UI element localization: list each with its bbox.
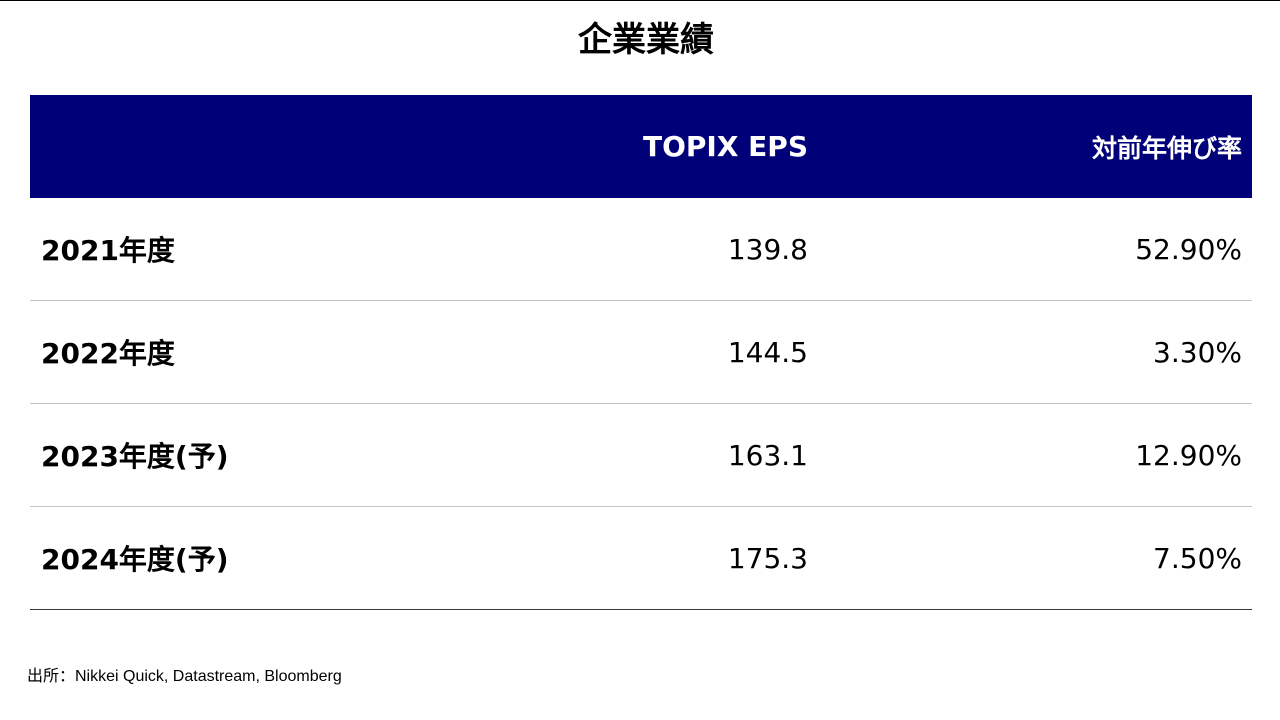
table-row: 2023年度(予) 163.1 12.90%: [30, 404, 1252, 507]
row-growth-value: 3.30%: [1153, 335, 1242, 369]
page-title: 企業業績: [578, 20, 714, 60]
row-growth-value: 52.90%: [1135, 232, 1242, 266]
row-fiscal-year: 2023年度(予): [41, 440, 229, 473]
row-growth-value: 12.90%: [1135, 438, 1242, 472]
row-fiscal-year: 2024年度(予): [41, 543, 229, 576]
table-header: TOPIX EPS 対前年伸び率: [30, 95, 1252, 198]
row-fiscal-year: 2021年度: [41, 234, 175, 267]
header-yoy-growth: 対前年伸び率: [1091, 133, 1242, 163]
source-note: 出所：Nikkei Quick, Datastream, Bloomberg: [27, 668, 342, 685]
row-fiscal-year: 2022年度: [41, 337, 175, 370]
row-eps-value: 163.1: [727, 438, 808, 472]
row-eps-value: 175.3: [727, 541, 808, 575]
table-row: 2022年度 144.5 3.30%: [30, 301, 1252, 404]
table-row: 2021年度 139.8 52.90%: [30, 198, 1252, 301]
header-topix-eps: TOPIX EPS: [643, 130, 808, 163]
top-rule: [0, 0, 1280, 1]
row-eps-value: 139.8: [727, 232, 808, 266]
row-growth-value: 7.50%: [1153, 541, 1242, 575]
table-row: 2024年度(予) 175.3 7.50%: [30, 507, 1252, 610]
row-eps-value: 144.5: [727, 335, 808, 369]
performance-table: TOPIX EPS 対前年伸び率 2021年度 139.8 52.90% 202…: [30, 95, 1252, 610]
